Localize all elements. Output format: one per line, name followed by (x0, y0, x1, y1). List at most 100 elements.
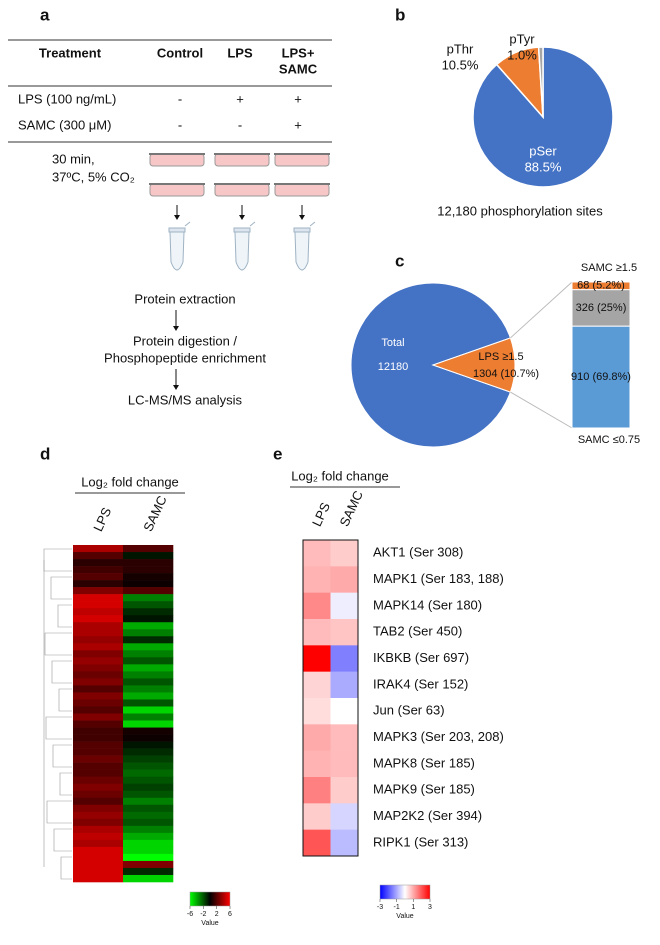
bar-value: 910 (69.8%) (571, 371, 631, 383)
heatmap-cell (123, 706, 174, 714)
heatmap-cell (123, 727, 174, 735)
heatmap-cell (123, 811, 174, 820)
heatmap-title: Log₂ fold change (81, 474, 179, 489)
heatmap-cell (303, 671, 331, 699)
heatmap-cell (123, 629, 174, 637)
heatmap-cell (73, 874, 124, 883)
heatmap-cell (73, 811, 124, 820)
tube (234, 231, 250, 271)
colorbar-label: Value (396, 913, 413, 920)
row-label: TAB2 (Ser 450) (373, 624, 462, 639)
dendrogram (44, 632, 72, 656)
panel-label: c (395, 251, 404, 270)
heatmap-cell (123, 748, 174, 756)
heatmap-cell (73, 629, 124, 637)
panel-label: b (395, 5, 405, 24)
heatmap-cell (123, 566, 174, 574)
heatmap-cell (330, 645, 359, 672)
dendrogram (46, 800, 72, 824)
colorbar-tick-label: -2 (200, 911, 206, 918)
colorbar-tick-label: 1 (411, 904, 415, 911)
heatmap-cell (123, 636, 174, 644)
pie-slice (431, 337, 516, 393)
heatmap-cell (123, 853, 174, 862)
heatmap-cell (73, 769, 124, 777)
heatmap-cell (123, 671, 174, 679)
heatmap-cell (123, 790, 174, 799)
heatmap-cell (73, 825, 124, 834)
heatmap-cell (73, 622, 124, 630)
heatmap-cell (330, 724, 359, 751)
dendrogram (51, 660, 72, 684)
colorbar-tick-label: -1 (394, 904, 400, 911)
column-label: LPS (309, 500, 333, 529)
heatmap-cell (73, 573, 124, 581)
heatmap-cell (73, 608, 124, 616)
dendrogram (58, 688, 72, 712)
heatmap-cell (123, 615, 174, 623)
heatmap-cell (73, 587, 124, 595)
heatmap-cell (73, 664, 124, 672)
heatmap-cell (73, 685, 124, 693)
slice-value: 1.0% (507, 47, 537, 62)
heatmap-cell (123, 720, 174, 728)
dendrogram (60, 856, 72, 880)
heatmap-cell (123, 657, 174, 665)
bar-segment (571, 281, 631, 291)
heatmap-cell (123, 846, 174, 855)
heatmap-cell (73, 818, 124, 827)
slice-label: pThr (447, 41, 474, 56)
row-label: AKT1 (Ser 308) (373, 545, 463, 560)
heatmap-cell (123, 839, 174, 848)
heatmap-cell (123, 867, 174, 876)
heatmap-cell (123, 664, 174, 672)
column-label: SAMC (140, 493, 169, 533)
heatmap-cell (123, 643, 174, 651)
heatmap-cell (123, 741, 174, 749)
colorbar (189, 891, 231, 907)
table-cell: + (294, 117, 302, 132)
heatmap-cell (123, 685, 174, 693)
dish (274, 153, 330, 167)
slice-label: pSer (529, 143, 557, 158)
heatmap-cell (330, 829, 359, 857)
heatmap-cell (330, 698, 359, 725)
workflow-step: LC-MS/MS analysis (128, 392, 243, 407)
heatmap-cell (73, 741, 124, 749)
heatmap-cell (303, 750, 331, 778)
pie-slice (537, 46, 544, 118)
series-name: SAMC ≥1.5 (581, 262, 637, 274)
heatmap-cell (123, 713, 174, 721)
table-cell: LPS (100 ng/mL) (18, 91, 116, 106)
heatmap-title: Log₂ fold change (291, 468, 389, 483)
heatmap-cell (123, 783, 174, 792)
heatmap-cell (73, 601, 124, 609)
series-name: SAMC ≤0.75 (578, 434, 640, 446)
heatmap-cell (73, 657, 124, 665)
heatmap-cell (123, 734, 174, 742)
heatmap-cell (330, 592, 359, 620)
table-header: Treatment (39, 45, 102, 60)
dish (274, 183, 330, 197)
heatmap-cell (123, 874, 174, 883)
heatmap-cell (73, 776, 124, 785)
row-label: MAPK8 (Ser 185) (373, 755, 475, 770)
heatmap-cell (123, 699, 174, 707)
colorbar-tick-label: -6 (187, 911, 193, 918)
panel-label: a (40, 5, 50, 24)
heatmap-cell (330, 671, 359, 699)
heatmap-cell (123, 622, 174, 630)
heatmap-cell (303, 724, 331, 751)
heatmap-cell (330, 750, 359, 778)
panel-label: d (40, 444, 50, 463)
heatmap-cell (73, 692, 124, 700)
heatmap-cell (73, 783, 124, 792)
tube-cap (168, 221, 191, 233)
bar-value: 68 (5.2%) (577, 280, 625, 292)
heatmap-cell (330, 777, 359, 804)
row-label: MAPK14 (Ser 180) (373, 597, 482, 612)
table-header: LPS (227, 45, 253, 60)
bar-segment (571, 289, 631, 327)
dendrogram (43, 548, 72, 572)
heatmap-cell (303, 803, 331, 830)
